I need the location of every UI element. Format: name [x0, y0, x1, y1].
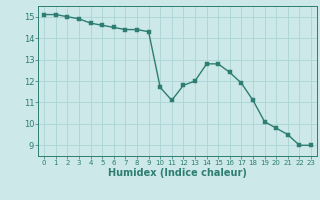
X-axis label: Humidex (Indice chaleur): Humidex (Indice chaleur)	[108, 168, 247, 178]
